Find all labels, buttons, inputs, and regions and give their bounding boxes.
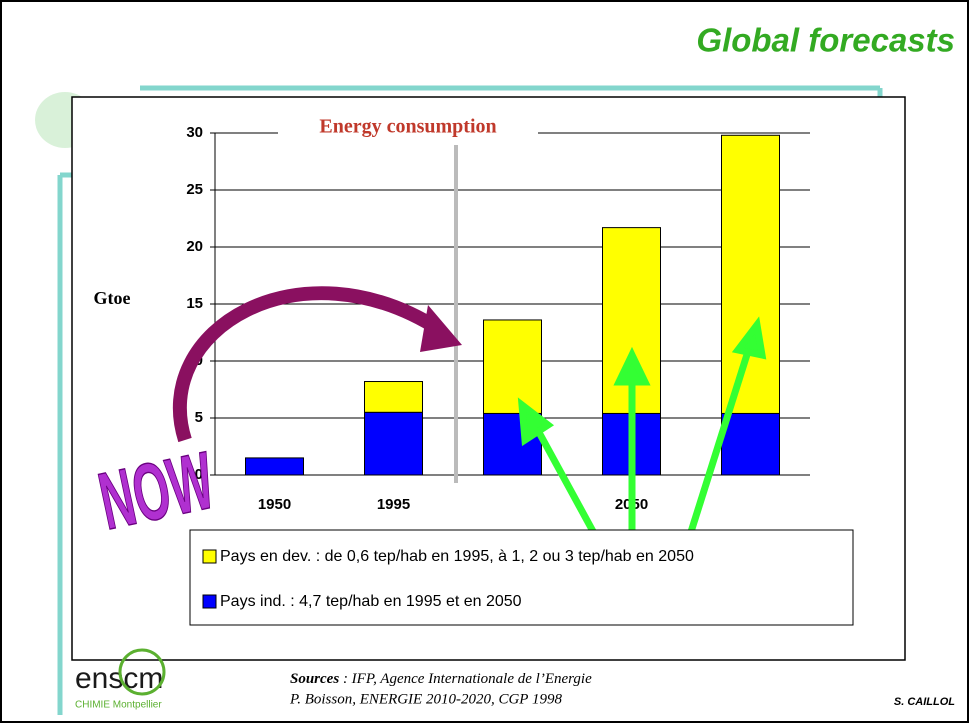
chart-title: Energy consumption bbox=[319, 116, 496, 138]
legend-swatch bbox=[203, 550, 216, 563]
y-tick-label: 15 bbox=[186, 295, 203, 312]
author: S. CAILLOL bbox=[894, 696, 955, 708]
sources-label: Sources bbox=[290, 671, 339, 687]
x-tick-label: 1995 bbox=[377, 496, 410, 513]
y-tick-label: 20 bbox=[186, 238, 203, 255]
bar-segment bbox=[484, 320, 542, 413]
legend-swatch bbox=[203, 595, 216, 608]
sources: Sources : IFP, Agence Internationale de … bbox=[290, 671, 592, 687]
y-tick-label: 30 bbox=[186, 124, 203, 141]
legend bbox=[190, 530, 853, 625]
bar-segment bbox=[722, 135, 780, 413]
legend-label: Pays ind. : 4,7 tep/hab en 1995 et en 20… bbox=[220, 593, 522, 610]
bar-segment bbox=[365, 382, 423, 413]
logo-sub: CHIMIE Montpellier bbox=[75, 700, 162, 711]
sources-line1: : IFP, Agence Internationale de l’Energi… bbox=[339, 671, 592, 687]
bar-segment bbox=[246, 458, 304, 475]
y-axis-label: Gtoe bbox=[94, 288, 131, 308]
slide-title: Global forecasts bbox=[696, 22, 955, 59]
slide: Global forecasts 05101520253019501995205… bbox=[0, 0, 969, 723]
x-tick-label: 1950 bbox=[258, 496, 291, 513]
bar-segment bbox=[365, 412, 423, 475]
y-tick-label: 5 bbox=[195, 409, 203, 426]
y-tick-label: 25 bbox=[186, 181, 203, 198]
bar-segment bbox=[722, 413, 780, 475]
legend-label: Pays en dev. : de 0,6 tep/hab en 1995, à… bbox=[220, 548, 694, 565]
sources-line2: P. Boisson, ENERGIE 2010-2020, CGP 1998 bbox=[289, 691, 562, 707]
